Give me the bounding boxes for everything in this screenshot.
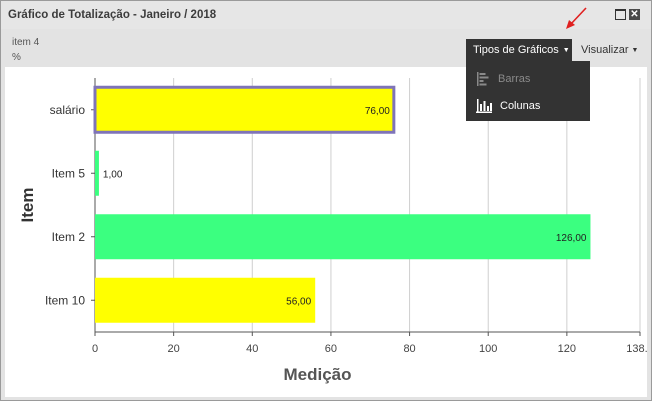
x-tick-label: 0: [92, 343, 98, 355]
y-tick-label: Item 2: [52, 230, 86, 244]
dropdown-item-colunas[interactable]: Colunas: [476, 97, 540, 115]
close-icon[interactable]: ✕: [629, 9, 640, 20]
maximize-icon[interactable]: [615, 9, 626, 20]
dropdown-item-label: Barras: [498, 73, 531, 85]
x-tick-label: 138.6: [626, 343, 647, 355]
bar-value-label: 1,00: [103, 169, 123, 180]
bar-value-label: 126,00: [556, 233, 587, 244]
bar-item-10: [95, 277, 316, 323]
y-tick-label: Item 5: [52, 166, 86, 180]
x-axis-title: Medição: [283, 365, 351, 384]
dropdown-item-label: Colunas: [500, 100, 541, 112]
x-tick-label: 80: [403, 343, 415, 355]
bar-item-5: [95, 150, 99, 196]
unit-label: %: [12, 52, 21, 63]
chevron-down-icon: ▼: [631, 47, 639, 54]
chart-types-button[interactable]: Tipos de Gráficos ▼: [466, 39, 572, 61]
view-menu-label: Visualizar: [581, 44, 629, 56]
x-tick-label: 20: [168, 343, 180, 355]
x-tick-label: 100: [479, 343, 497, 355]
y-axis-title: Item: [18, 188, 37, 223]
view-menu-button[interactable]: Visualizar ▼: [581, 44, 638, 56]
x-tick-label: 40: [246, 343, 258, 355]
bar-chart: 0 20 40 60 80 100 120 138.6 salário 76,00 Item 5 1,…: [18, 78, 647, 384]
chart-types-label: Tipos de Gráficos: [473, 44, 559, 56]
dropdown-item-barras[interactable]: Barras: [476, 70, 530, 88]
column-chart-icon: [476, 99, 492, 113]
item-label: item 4: [12, 37, 40, 48]
chart-types-dropdown: Barras Colunas: [466, 61, 590, 121]
bar-value-label: 56,00: [286, 296, 311, 307]
red-arrow-annotation-icon: [566, 7, 587, 29]
x-tick-label: 60: [325, 343, 337, 355]
bar-item-2: [95, 214, 591, 260]
bar-salário: [93, 85, 396, 134]
chevron-down-icon: ▼: [562, 47, 570, 54]
y-tick-label: salário: [50, 103, 86, 117]
y-tick-label: Item 10: [45, 293, 85, 307]
window-title: Gráfico de Totalização - Janeiro / 2018: [8, 9, 217, 21]
bar-value-label: 76,00: [365, 106, 390, 117]
title-bar: Gráfico de Totalização - Janeiro / 2018 …: [1, 1, 651, 29]
x-tick-label: 120: [558, 343, 576, 355]
chart-panel: 0 20 40 60 80 100 120 138.6 salário 76,00 Item 5 1,…: [5, 67, 647, 397]
horizontal-bars-icon: [477, 72, 489, 86]
